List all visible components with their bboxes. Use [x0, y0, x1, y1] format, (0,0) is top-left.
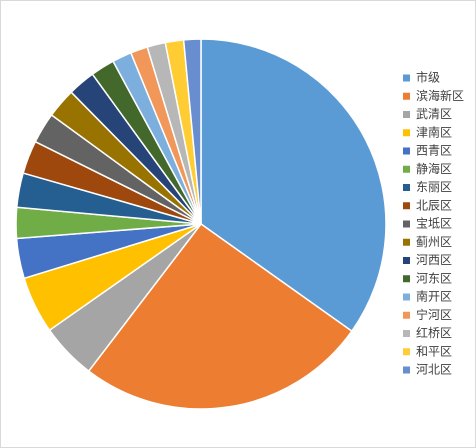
legend-swatch [403, 74, 410, 82]
legend-label: 河西区 [416, 253, 452, 267]
legend-label: 北辰区 [416, 198, 452, 212]
pie-slice [200, 38, 387, 333]
legend-swatch [403, 220, 410, 228]
legend-swatch [403, 184, 410, 191]
legend-label: 西青区 [416, 144, 452, 158]
pie-slice [182, 38, 202, 225]
legend-swatch [403, 257, 410, 264]
legend-swatch [403, 330, 410, 337]
legend-swatch [403, 311, 410, 319]
legend-swatch [403, 92, 410, 100]
pie-slice [87, 222, 353, 410]
legend-label: 红桥区 [416, 325, 452, 340]
legend-label: 东丽区 [416, 180, 452, 194]
legend-swatch [403, 111, 410, 118]
legend-label: 蓟州区 [416, 235, 452, 249]
legend-label: 和平区 [416, 344, 452, 358]
legend-swatch [403, 129, 410, 137]
legend-swatch [403, 202, 410, 210]
legend-label: 武清区 [416, 107, 452, 121]
legend-swatch [403, 238, 410, 246]
legend-label: 宝坻区 [416, 216, 452, 231]
legend-swatch [403, 147, 410, 155]
legend-swatch [403, 275, 410, 283]
legend-label: 河东区 [416, 271, 452, 285]
legend-swatch [403, 366, 410, 374]
legend-label: 津南区 [416, 124, 452, 139]
legend-swatch [403, 348, 410, 356]
legend-label: 南开区 [416, 289, 452, 304]
legend-label: 河北区 [416, 363, 452, 377]
legend-swatch [403, 293, 410, 301]
legend-label: 宁河区 [416, 307, 452, 322]
legend-label: 静海区 [416, 161, 452, 176]
legend-swatch [403, 165, 410, 173]
legend-label: 滨海新区 [416, 88, 464, 103]
legend-label: 市级 [416, 70, 440, 85]
